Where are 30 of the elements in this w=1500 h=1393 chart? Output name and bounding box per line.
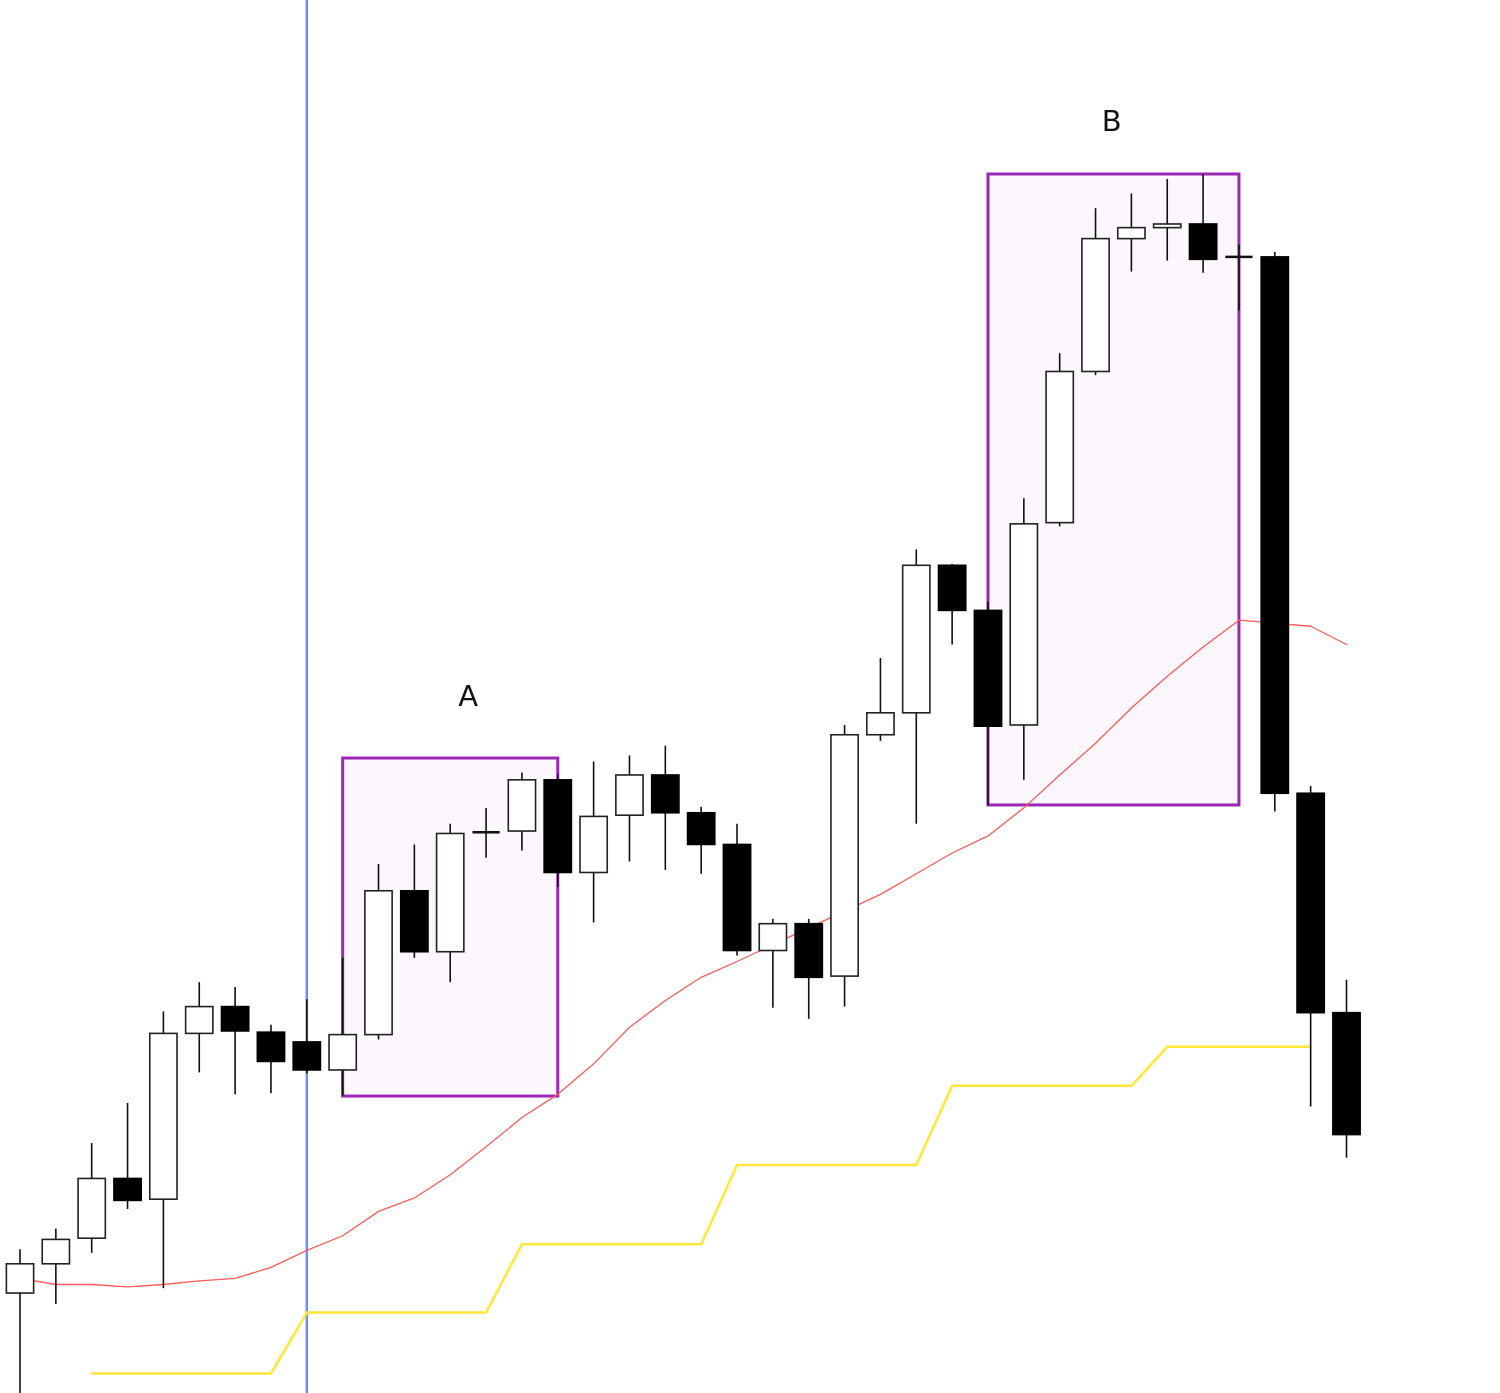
candlestick <box>794 918 824 1020</box>
candlestick <box>1332 978 1361 1159</box>
candlestick <box>220 986 250 1096</box>
candlestick <box>758 918 788 1009</box>
candlestick <box>328 957 358 1097</box>
annotation: A <box>458 679 479 714</box>
candlestick <box>256 1024 286 1094</box>
candlestick <box>148 1010 178 1289</box>
candlestick <box>77 1142 107 1254</box>
candlestick <box>901 548 931 825</box>
candlestick <box>1116 192 1146 273</box>
candlestick <box>686 805 716 875</box>
candlestick <box>650 744 680 871</box>
candlestick <box>1260 251 1290 813</box>
candlestick <box>41 1227 71 1305</box>
candlestick <box>973 601 1003 807</box>
candlestick <box>1188 173 1218 274</box>
candlestick <box>435 822 465 983</box>
candlestick <box>507 771 537 852</box>
candlestick <box>1009 497 1039 781</box>
candlestick <box>184 981 214 1074</box>
candlestick <box>472 807 500 859</box>
text: B <box>1101 104 1122 138</box>
candlestick <box>5 1248 35 1393</box>
candlestick <box>722 822 752 957</box>
candlestick <box>579 760 609 924</box>
candlestick <box>543 772 573 888</box>
candlestick <box>1152 178 1182 262</box>
candlestick <box>292 998 322 1075</box>
candlestick <box>615 754 644 863</box>
